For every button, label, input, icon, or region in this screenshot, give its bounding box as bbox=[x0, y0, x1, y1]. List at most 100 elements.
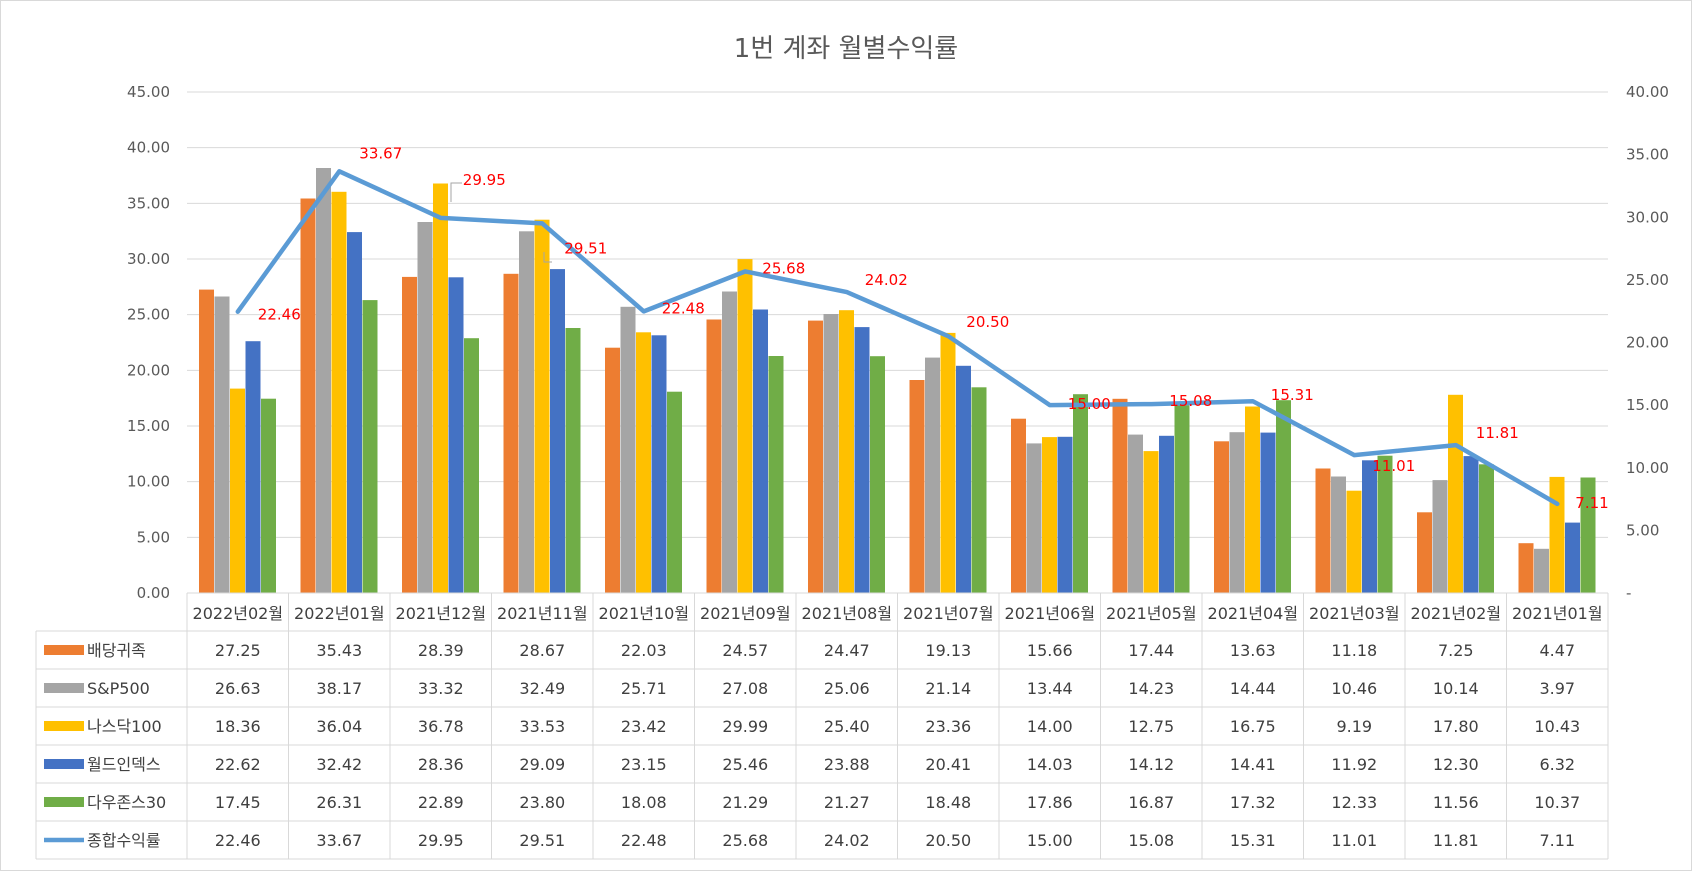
table-cell: 10.37 bbox=[1534, 793, 1580, 812]
bar-2 bbox=[839, 310, 854, 593]
bar-0 bbox=[1011, 418, 1026, 593]
x-category-label: 2021년11월 bbox=[497, 604, 588, 623]
bar-1 bbox=[1432, 480, 1448, 593]
table-cell: 14.12 bbox=[1128, 755, 1174, 774]
bar-4 bbox=[1580, 477, 1596, 593]
table-cell: 36.78 bbox=[418, 717, 464, 736]
table-cell: 22.48 bbox=[621, 831, 667, 850]
line-data-label: 29.51 bbox=[564, 239, 607, 257]
table-cell: 22.03 bbox=[621, 641, 667, 660]
table-cell: 25.71 bbox=[621, 679, 667, 698]
bar-4 bbox=[464, 338, 479, 593]
table-cell: 26.63 bbox=[215, 679, 261, 698]
bar-3 bbox=[347, 232, 362, 593]
bar-2 bbox=[1042, 437, 1057, 593]
bar-0 bbox=[1112, 398, 1128, 593]
y2-tick-label: 35.00 bbox=[1626, 146, 1669, 164]
y-tick-label: 25.00 bbox=[127, 306, 170, 324]
y2-tick-label: 40.00 bbox=[1626, 83, 1669, 101]
table-cell: 11.56 bbox=[1433, 793, 1479, 812]
bar-0 bbox=[1417, 512, 1432, 593]
bar-4 bbox=[768, 356, 784, 593]
bar-1 bbox=[316, 168, 331, 593]
bar-2 bbox=[1346, 490, 1362, 593]
total-return-line bbox=[235, 169, 1560, 507]
line-data-label: 15.08 bbox=[1169, 392, 1212, 410]
table-cell: 28.67 bbox=[519, 641, 565, 660]
table-cell: 29.99 bbox=[722, 717, 768, 736]
bar-2 bbox=[1549, 476, 1565, 593]
table-cell: 29.09 bbox=[519, 755, 565, 774]
legend-label: S&P500 bbox=[87, 679, 150, 698]
bar-1 bbox=[722, 291, 737, 593]
line-data-label: 24.02 bbox=[865, 271, 908, 289]
bar-0 bbox=[503, 273, 519, 593]
table-cell: 23.80 bbox=[519, 793, 565, 812]
table-cell: 18.48 bbox=[925, 793, 971, 812]
table-cell: 11.92 bbox=[1331, 755, 1377, 774]
bar-1 bbox=[214, 296, 230, 593]
table-cell: 18.08 bbox=[621, 793, 667, 812]
bar-0 bbox=[300, 198, 316, 593]
bar-3 bbox=[448, 277, 464, 593]
table-cell: 33.53 bbox=[519, 717, 565, 736]
line-data-label: 25.68 bbox=[762, 259, 805, 277]
table-cell: 12.30 bbox=[1433, 755, 1479, 774]
table-cell: 15.08 bbox=[1128, 831, 1174, 850]
table-cell: 27.08 bbox=[722, 679, 768, 698]
line-data-label: 7.11 bbox=[1575, 494, 1608, 512]
bar-2 bbox=[534, 219, 550, 593]
x-category-label: 2021년02월 bbox=[1411, 604, 1502, 623]
bar-0 bbox=[1214, 441, 1229, 593]
bar-3 bbox=[1260, 432, 1276, 593]
table-cell: 14.00 bbox=[1027, 717, 1073, 736]
bar-0 bbox=[706, 319, 722, 593]
bar-4 bbox=[870, 356, 885, 593]
bar-1 bbox=[925, 357, 940, 593]
bar-2 bbox=[940, 332, 956, 593]
bar-2 bbox=[1448, 394, 1463, 593]
table-cell: 22.62 bbox=[215, 755, 261, 774]
table-cell: 13.63 bbox=[1230, 641, 1276, 660]
table-cell: 32.42 bbox=[316, 755, 362, 774]
table-cell: 28.36 bbox=[418, 755, 464, 774]
table-cell: 38.17 bbox=[316, 679, 362, 698]
line-data-label: 15.00 bbox=[1068, 395, 1111, 413]
bar-3 bbox=[1057, 436, 1073, 593]
line-data-label: 29.95 bbox=[463, 171, 506, 189]
table-cell: 25.40 bbox=[824, 717, 870, 736]
bar-2 bbox=[433, 183, 448, 593]
table-cell: 17.32 bbox=[1230, 793, 1276, 812]
line-data-label: 33.67 bbox=[359, 144, 402, 162]
y2-tick-label: 15.00 bbox=[1626, 396, 1669, 414]
table-cell: 9.19 bbox=[1336, 717, 1372, 736]
bar-1 bbox=[519, 231, 534, 594]
legend-label: 종합수익률 bbox=[87, 831, 161, 850]
table-cell: 24.57 bbox=[722, 641, 768, 660]
bar-4 bbox=[362, 300, 378, 593]
table-cell: 29.95 bbox=[418, 831, 464, 850]
bar-4 bbox=[971, 387, 987, 593]
y-tick-label: 15.00 bbox=[127, 417, 170, 435]
bar-4 bbox=[1174, 405, 1190, 593]
legend-key-box bbox=[44, 683, 84, 693]
table-cell: 22.46 bbox=[215, 831, 261, 850]
bar-4 bbox=[1377, 455, 1393, 593]
legend-label: 다우존스30 bbox=[87, 793, 166, 812]
table-cell: 32.49 bbox=[519, 679, 565, 698]
table-cell: 15.31 bbox=[1230, 831, 1276, 850]
table-cell: 7.11 bbox=[1539, 831, 1575, 850]
table-cell: 29.51 bbox=[519, 831, 565, 850]
bar-4 bbox=[565, 328, 581, 593]
chart-title: 1번 계좌 월별수익률 bbox=[733, 34, 959, 64]
legend-key-box bbox=[44, 645, 84, 655]
bar-3 bbox=[245, 341, 261, 593]
x-category-label: 2021년10월 bbox=[599, 604, 690, 623]
bar-0 bbox=[199, 289, 214, 593]
table-cell: 27.25 bbox=[215, 641, 261, 660]
x-category-label: 2021년06월 bbox=[1005, 604, 1096, 623]
bar-1 bbox=[823, 314, 839, 593]
bar-1 bbox=[1534, 548, 1549, 593]
table-cell: 35.43 bbox=[316, 641, 362, 660]
